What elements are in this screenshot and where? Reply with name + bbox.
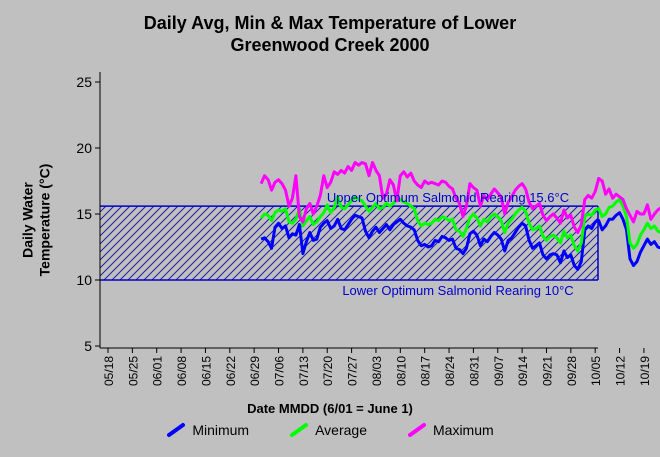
x-tick-label: 07/27 bbox=[346, 356, 360, 386]
x-tick-label: 06/29 bbox=[248, 356, 262, 386]
x-tick-label: 08/03 bbox=[370, 356, 384, 386]
x-tick-label: 06/08 bbox=[175, 356, 189, 386]
y-tick-label: 5 bbox=[84, 338, 92, 354]
series-line-minimum bbox=[260, 211, 660, 271]
y-tick-label: 10 bbox=[76, 272, 92, 288]
series-line-average bbox=[259, 195, 660, 253]
x-tick-label: 10/12 bbox=[614, 356, 628, 386]
legend-swatch-maximum bbox=[407, 422, 427, 438]
x-tick-label: 06/01 bbox=[151, 356, 165, 386]
x-tick-label: 05/25 bbox=[126, 356, 140, 386]
x-tick-label: 08/17 bbox=[419, 356, 433, 386]
x-tick-label: 07/20 bbox=[321, 356, 335, 386]
x-tick-label: 10/19 bbox=[638, 356, 652, 386]
x-tick-label: 09/07 bbox=[492, 356, 506, 386]
legend-label-maximum: Maximum bbox=[433, 422, 494, 438]
legend: Minimum Average Maximum bbox=[0, 422, 660, 438]
legend-swatch-minimum bbox=[166, 422, 186, 438]
y-tick-label: 25 bbox=[76, 74, 92, 90]
x-tick-label: 08/31 bbox=[467, 356, 481, 386]
legend-item-maximum: Maximum bbox=[407, 422, 494, 438]
legend-item-minimum: Minimum bbox=[166, 422, 249, 438]
chart-title: Daily Avg, Min & Max Temperature of Lowe… bbox=[0, 12, 660, 56]
legend-item-average: Average bbox=[289, 422, 367, 438]
x-tick-label: 08/24 bbox=[443, 356, 457, 386]
x-tick-label: 09/21 bbox=[540, 356, 554, 386]
legend-label-minimum: Minimum bbox=[192, 422, 250, 438]
series-line-maximum bbox=[259, 161, 660, 234]
x-tick-label: 09/28 bbox=[565, 356, 579, 386]
x-tick-label: 05/18 bbox=[102, 356, 116, 386]
x-tick-label: 07/13 bbox=[297, 356, 311, 386]
x-tick-label: 09/14 bbox=[516, 356, 530, 386]
y-tick-label: 20 bbox=[76, 140, 92, 156]
x-tick-label: 08/10 bbox=[394, 356, 408, 386]
x-tick-label: 06/15 bbox=[199, 356, 213, 386]
x-tick-label: 06/22 bbox=[224, 356, 238, 386]
lower-optimum-label: Lower Optimum Salmonid Rearing 10°C bbox=[342, 283, 573, 298]
chart-title-line-2: Greenwood Creek 2000 bbox=[230, 35, 430, 55]
x-axis-label: Date MMDD (6/01 = June 1) bbox=[247, 401, 413, 416]
chart-title-line-1: Daily Avg, Min & Max Temperature of Lowe… bbox=[143, 13, 517, 33]
optimum-band bbox=[100, 206, 598, 280]
legend-label-average: Average bbox=[315, 422, 367, 438]
legend-swatch-average bbox=[289, 422, 309, 438]
y-tick-label: 15 bbox=[76, 206, 92, 222]
x-tick-label: 10/05 bbox=[589, 356, 603, 386]
x-tick-label: 07/06 bbox=[273, 356, 287, 386]
upper-optimum-label: Upper Optimum Salmonid Rearing 15.6°C bbox=[327, 190, 569, 205]
